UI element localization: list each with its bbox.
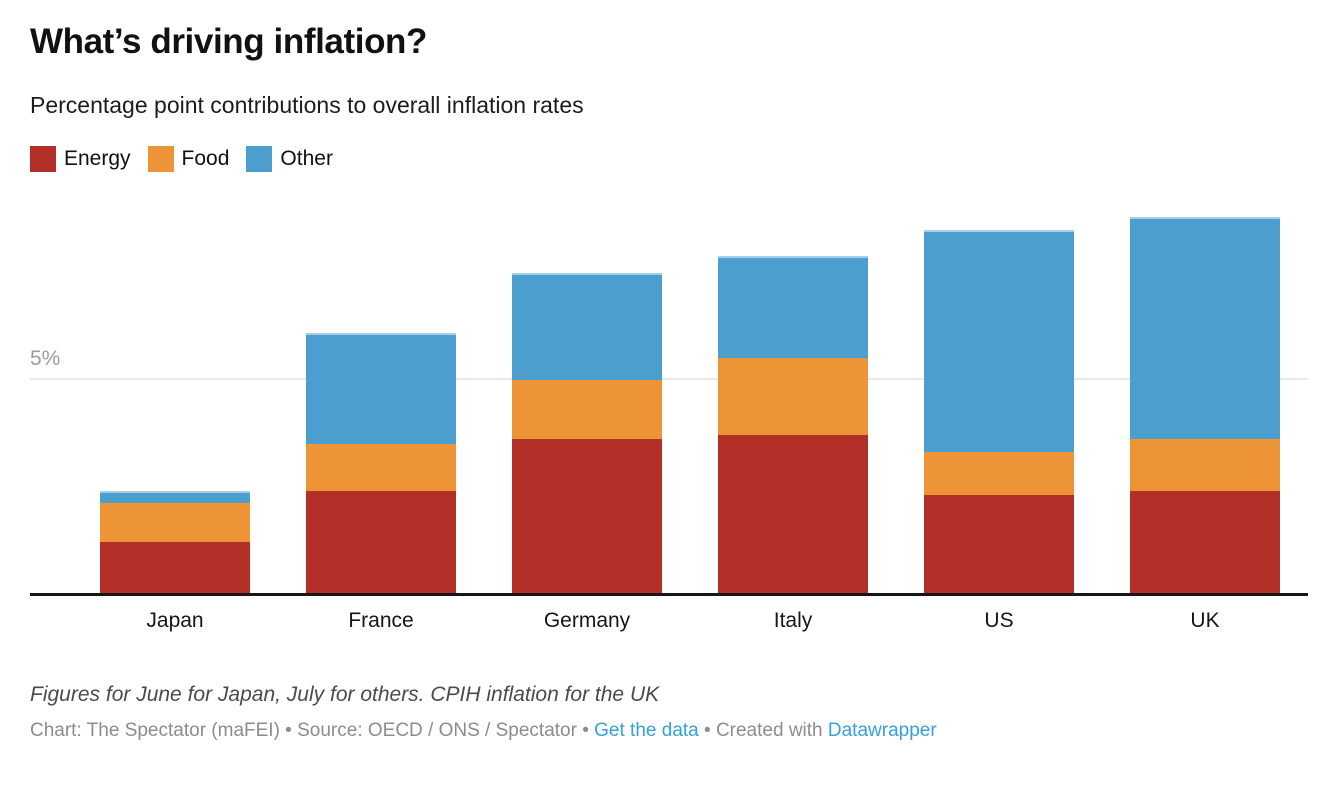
bar-slot-us <box>896 230 1102 593</box>
footnote: Figures for June for Japan, July for oth… <box>30 683 660 706</box>
x-axis-label-italy: Italy <box>773 609 813 632</box>
bar-segment-france-other[interactable] <box>306 332 456 444</box>
legend-swatch-food <box>147 146 174 172</box>
legend-swatch-energy <box>30 146 56 172</box>
bar-japan <box>100 490 250 593</box>
y-gridline-label: 5% <box>30 347 61 370</box>
legend-item-energy: Energy <box>30 146 131 172</box>
bar-segment-us-energy[interactable] <box>924 494 1074 593</box>
chart-title: What’s driving inflation? <box>30 22 428 61</box>
bar-slot-italy <box>690 255 896 593</box>
bar-segment-uk-energy[interactable] <box>1130 490 1280 593</box>
attribution-created-with: • Created with <box>698 720 828 741</box>
bar-segment-italy-energy[interactable] <box>718 435 868 593</box>
bar-slot-japan <box>72 490 278 593</box>
attribution-text: Chart: The Spectator (maFEI) • Source: O… <box>30 720 595 741</box>
legend-swatch-other <box>246 146 273 172</box>
bar-segment-italy-food[interactable] <box>718 358 868 435</box>
bar-germany <box>512 272 662 593</box>
bar-segment-japan-food[interactable] <box>100 503 250 542</box>
chart-card: What’s driving inflation? Percentage poi… <box>30 22 1308 742</box>
attribution-line: Chart: The Spectator (maFEI) • Source: O… <box>30 720 1308 742</box>
y-gridline-5pct <box>30 378 1308 380</box>
plot-area: 5% <box>30 216 1308 596</box>
bar-slot-uk <box>1102 217 1308 593</box>
bar-segment-japan-other[interactable] <box>100 490 250 504</box>
bar-segment-uk-food[interactable] <box>1130 439 1280 491</box>
bar-segment-us-other[interactable] <box>924 230 1074 453</box>
bar-italy <box>718 255 868 593</box>
bar-us <box>924 230 1074 593</box>
bar-segment-us-food[interactable] <box>924 452 1074 495</box>
legend: Energy Food Other <box>30 146 1308 172</box>
bar-segment-germany-other[interactable] <box>512 272 662 380</box>
legend-label-food: Food <box>181 147 230 170</box>
legend-item-food: Food <box>147 146 230 172</box>
datawrapper-link[interactable]: Datawrapper <box>827 720 937 741</box>
bar-segment-uk-other[interactable] <box>1130 217 1280 440</box>
bar-segment-germany-food[interactable] <box>512 379 662 440</box>
get-the-data-link[interactable]: Get the data <box>594 720 699 741</box>
x-axis-label-japan: Japan <box>146 609 204 632</box>
legend-item-other: Other <box>246 146 333 172</box>
legend-label-other: Other <box>280 147 333 170</box>
x-axis-label-france: France <box>348 609 414 632</box>
bar-segment-germany-energy[interactable] <box>512 439 662 593</box>
bar-segment-italy-other[interactable] <box>718 255 868 359</box>
legend-label-energy: Energy <box>64 147 131 170</box>
bars-row <box>30 216 1308 593</box>
bar-france <box>306 332 456 593</box>
x-axis-label-uk: UK <box>1190 609 1220 632</box>
bar-uk <box>1130 217 1280 593</box>
x-axis-label-us: US <box>984 609 1014 632</box>
bar-segment-france-food[interactable] <box>306 443 456 491</box>
chart-subtitle: Percentage point contributions to overal… <box>30 92 584 118</box>
x-axis-labels: Japan France Germany Italy US UK <box>30 596 1308 633</box>
bar-segment-france-energy[interactable] <box>306 490 456 593</box>
x-axis-label-germany: Germany <box>543 609 631 632</box>
bar-segment-japan-energy[interactable] <box>100 541 250 593</box>
bar-slot-france <box>278 332 484 593</box>
bar-slot-germany <box>484 272 690 593</box>
